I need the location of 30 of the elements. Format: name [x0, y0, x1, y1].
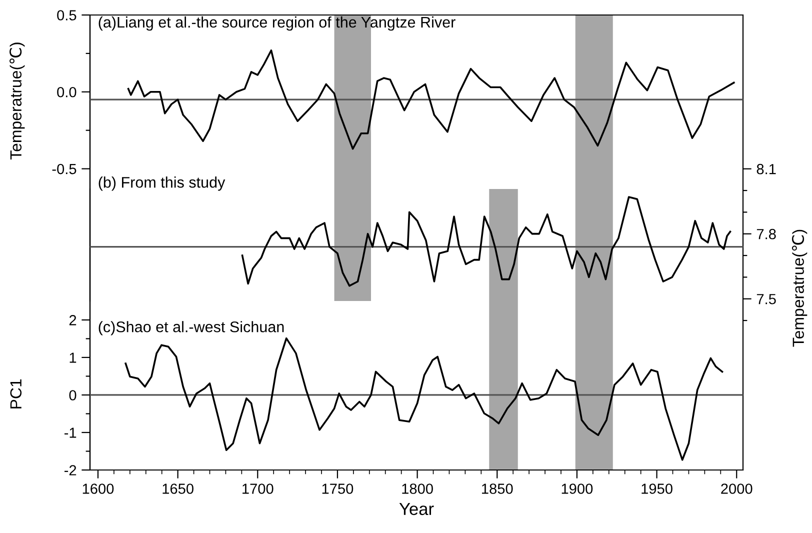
- y-tick-label: 1: [70, 352, 76, 363]
- x-axis-title: Year: [399, 502, 434, 516]
- x-tick-label: 1950: [642, 484, 672, 494]
- x-tick-label: 1650: [162, 484, 194, 494]
- x-tick-label: 1600: [82, 484, 114, 494]
- x-tick-label: 1700: [242, 484, 274, 494]
- x-tick-label: 1750: [322, 484, 354, 494]
- y2-tick-label: 7.5: [756, 294, 776, 304]
- x-tick-label: 1900: [562, 484, 593, 494]
- line-series: [127, 49, 735, 150]
- x-tick-label: 1800: [402, 484, 433, 494]
- y-axis-title: PC1: [10, 379, 22, 408]
- x-tick-label: 1850: [482, 484, 513, 494]
- y-tick-label: 0.5: [57, 10, 76, 20]
- y-tick-label: -2: [64, 465, 76, 476]
- y2-tick-label: 7.8: [756, 228, 776, 240]
- y-tick-label: -1: [64, 428, 76, 438]
- annotation: (c)Shao et al.-west Sichuan: [98, 321, 284, 336]
- y-tick-label: 0.0: [57, 86, 76, 98]
- y-tick-label: 0: [69, 390, 76, 400]
- y2-tick-label: 8.1: [756, 164, 776, 174]
- x-tick-label: 2000: [721, 484, 752, 494]
- y-tick-label: -0.5: [52, 164, 76, 174]
- annotation: (a)Liang et al.-the source region of the Yangtze River: [98, 16, 456, 31]
- y-tick-label: 2: [69, 315, 76, 326]
- line-series: [124, 337, 724, 461]
- y2-axis-title: Temperatrue(℃): [792, 230, 808, 347]
- line-series: [241, 196, 732, 287]
- annotation: (b) From this study: [98, 176, 226, 191]
- y-axis-title: Temperatrue(℃): [10, 42, 25, 160]
